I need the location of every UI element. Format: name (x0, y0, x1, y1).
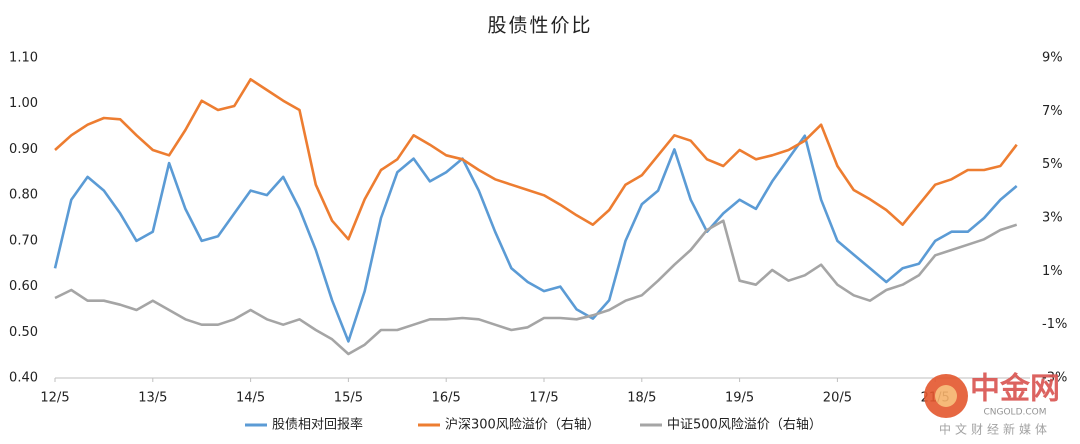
y-tick-label: 1.10 (9, 51, 38, 66)
chart-title: 股债性价比 (487, 15, 592, 37)
x-tick-label: 19/5 (725, 391, 754, 406)
x-tick-label: 16/5 (432, 391, 461, 406)
x-tick-label: 17/5 (529, 391, 558, 406)
y-tick-label: 0.40 (9, 371, 38, 386)
y-tick-label: 0.60 (9, 279, 38, 294)
series-line (54, 78, 1018, 241)
watermark-url: CNGOLD.COM (983, 408, 1046, 418)
y2-tick-label: 5% (1042, 157, 1063, 172)
watermark-name: 中金网 (970, 372, 1060, 407)
legend-label: 中证500风险溢价（右轴） (667, 418, 822, 433)
y-tick-label: 0.50 (9, 325, 38, 340)
x-tick-label: 18/5 (627, 391, 656, 406)
y2-tick-label: 1% (1042, 264, 1063, 279)
legend-label: 沪深300风险溢价（右轴） (445, 417, 600, 433)
x-tick-label: 15/5 (334, 391, 363, 406)
y2-tick-label: 7% (1042, 104, 1063, 119)
y-tick-label: 0.90 (9, 142, 38, 157)
legend-label: 股债相对回报率 (272, 417, 363, 433)
y-tick-label: 1.00 (9, 96, 38, 111)
x-tick-label: 14/5 (236, 391, 265, 406)
y2-tick-label: -3% (1042, 371, 1067, 386)
y2-tick-label: 3% (1042, 211, 1063, 226)
x-tick-label: 12/5 (40, 391, 69, 406)
y-tick-label: 0.70 (9, 233, 38, 248)
watermark-tagline: 中文财经新媒体 (939, 422, 1051, 437)
y2-tick-label: -1% (1042, 317, 1067, 332)
watermark-logo-inner (935, 385, 957, 407)
x-tick-label: 20/5 (823, 391, 852, 406)
y2-tick-label: 9% (1042, 51, 1063, 66)
y-tick-label: 0.80 (9, 188, 38, 203)
series-line (54, 219, 1018, 356)
series-line (53, 134, 1018, 343)
x-tick-label: 13/5 (138, 391, 167, 406)
